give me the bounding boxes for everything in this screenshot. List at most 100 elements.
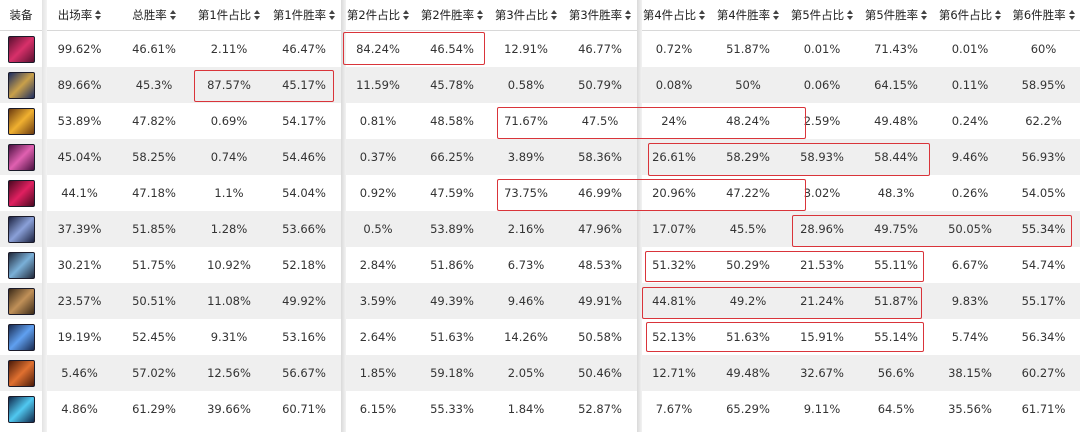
sort-arrows-icon[interactable] <box>403 10 410 20</box>
sort-up-icon[interactable] <box>254 10 261 14</box>
table-cell: 56.34% <box>1007 319 1080 355</box>
table-cell: 0.74% <box>191 139 267 175</box>
sort-down-icon[interactable] <box>1068 16 1075 20</box>
sort-arrows-icon[interactable] <box>1068 10 1075 20</box>
table-cell: 51.86% <box>415 247 489 283</box>
table-cell: 9.46% <box>489 283 563 319</box>
sort-down-icon[interactable] <box>625 16 632 20</box>
table-cell: 51.63% <box>415 319 489 355</box>
sort-arrows-icon[interactable] <box>625 10 632 20</box>
sort-down-icon[interactable] <box>551 16 558 20</box>
header-col-4[interactable]: 第1件胜率 <box>267 0 341 31</box>
header-col-7[interactable]: 第3件占比 <box>489 0 563 31</box>
header-col-1[interactable]: 出场率 <box>42 0 117 31</box>
table-cell: 0.72% <box>637 30 711 67</box>
sort-arrows-icon[interactable] <box>995 10 1002 20</box>
table-cell: 44.1% <box>42 175 117 211</box>
sort-down-icon[interactable] <box>95 16 102 20</box>
sort-up-icon[interactable] <box>921 10 928 14</box>
sort-up-icon[interactable] <box>169 10 176 14</box>
table-cell: 0.37% <box>341 139 415 175</box>
sort-up-icon[interactable] <box>1068 10 1075 14</box>
sort-arrows-icon[interactable] <box>847 10 854 20</box>
sort-arrows-icon[interactable] <box>551 10 558 20</box>
table-cell: 54.05% <box>1007 175 1080 211</box>
sort-down-icon[interactable] <box>169 16 176 20</box>
table-cell: 12.56% <box>191 355 267 391</box>
sort-arrows-icon[interactable] <box>95 10 102 20</box>
table-cell: 50.05% <box>933 211 1007 247</box>
sort-down-icon[interactable] <box>773 16 780 20</box>
sort-down-icon[interactable] <box>254 16 261 20</box>
table-cell: 0.08% <box>637 67 711 103</box>
sort-arrows-icon[interactable] <box>169 10 176 20</box>
table-cell: 87.57% <box>191 67 267 103</box>
sort-up-icon[interactable] <box>699 10 706 14</box>
header-label: 第1件胜率 <box>272 8 327 22</box>
table-cell: 55.34% <box>1007 211 1080 247</box>
sort-arrows-icon[interactable] <box>329 10 336 20</box>
sort-down-icon[interactable] <box>403 16 410 20</box>
table-cell: 51.87% <box>711 30 785 67</box>
item-icon-cell <box>0 103 42 139</box>
sort-arrows-icon[interactable] <box>699 10 706 20</box>
table-cell: 47.82% <box>117 103 191 139</box>
header-inner: 第2件胜率 <box>421 7 484 23</box>
header-label: 第3件占比 <box>494 8 549 22</box>
sort-arrows-icon[interactable] <box>773 10 780 20</box>
table-cell: 58.36% <box>563 139 637 175</box>
header-col-11[interactable]: 第5件占比 <box>785 0 859 31</box>
table-cell: 3.59% <box>341 283 415 319</box>
item-icon-cell <box>0 30 42 67</box>
header-col-9[interactable]: 第4件占比 <box>637 0 711 31</box>
table-cell: 59.18% <box>415 355 489 391</box>
table-cell: 9.83% <box>933 283 1007 319</box>
sort-up-icon[interactable] <box>847 10 854 14</box>
table-cell: 99.62% <box>42 30 117 67</box>
table-cell: 84.24% <box>341 30 415 67</box>
table-cell: 52.13% <box>637 319 711 355</box>
sort-down-icon[interactable] <box>847 16 854 20</box>
header-col-2[interactable]: 总胜率 <box>117 0 191 31</box>
sort-up-icon[interactable] <box>477 10 484 14</box>
table-cell: 0.92% <box>341 175 415 211</box>
header-col-12[interactable]: 第5件胜率 <box>859 0 933 31</box>
sort-up-icon[interactable] <box>625 10 632 14</box>
table-cell: 58.29% <box>711 139 785 175</box>
sort-up-icon[interactable] <box>403 10 410 14</box>
sort-up-icon[interactable] <box>995 10 1002 14</box>
table-cell: 30.21% <box>42 247 117 283</box>
sort-down-icon[interactable] <box>921 16 928 20</box>
header-col-8[interactable]: 第3件胜率 <box>563 0 637 31</box>
blue-gold-staff-item-icon <box>7 71 35 99</box>
header-col-6[interactable]: 第2件胜率 <box>415 0 489 31</box>
sort-up-icon[interactable] <box>551 10 558 14</box>
table-cell: 5.46% <box>42 355 117 391</box>
header-col-14[interactable]: 第6件胜率 <box>1007 0 1080 31</box>
header-inner: 第3件胜率 <box>569 7 632 23</box>
table-cell: 52.45% <box>117 319 191 355</box>
sort-up-icon[interactable] <box>329 10 336 14</box>
sort-down-icon[interactable] <box>699 16 706 20</box>
sort-up-icon[interactable] <box>95 10 102 14</box>
header-label: 装备 <box>9 8 33 22</box>
sort-down-icon[interactable] <box>477 16 484 20</box>
table-row: 89.66% 45.3% 87.57% 45.17% 11.59% 45.78% 0.58%… <box>0 67 1080 103</box>
table-cell: 12.91% <box>489 30 563 67</box>
table-cell: 47.22% <box>711 175 785 211</box>
sort-down-icon[interactable] <box>995 16 1002 20</box>
header-col-5[interactable]: 第2件占比 <box>341 0 415 31</box>
table-cell: 58.93% <box>785 139 859 175</box>
sort-arrows-icon[interactable] <box>477 10 484 20</box>
header-col-13[interactable]: 第6件占比 <box>933 0 1007 31</box>
table-row: 53.89% 47.82% 0.69% 54.17% 0.81% 48.58% 71.67%… <box>0 103 1080 139</box>
table-cell: 0.81% <box>341 103 415 139</box>
sort-arrows-icon[interactable] <box>921 10 928 20</box>
header-col-3[interactable]: 第1件占比 <box>191 0 267 31</box>
sort-arrows-icon[interactable] <box>254 10 261 20</box>
table-cell: 49.75% <box>859 211 933 247</box>
header-label: 第4件占比 <box>642 8 697 22</box>
header-col-10[interactable]: 第4件胜率 <box>711 0 785 31</box>
sort-up-icon[interactable] <box>773 10 780 14</box>
sort-down-icon[interactable] <box>329 16 336 20</box>
